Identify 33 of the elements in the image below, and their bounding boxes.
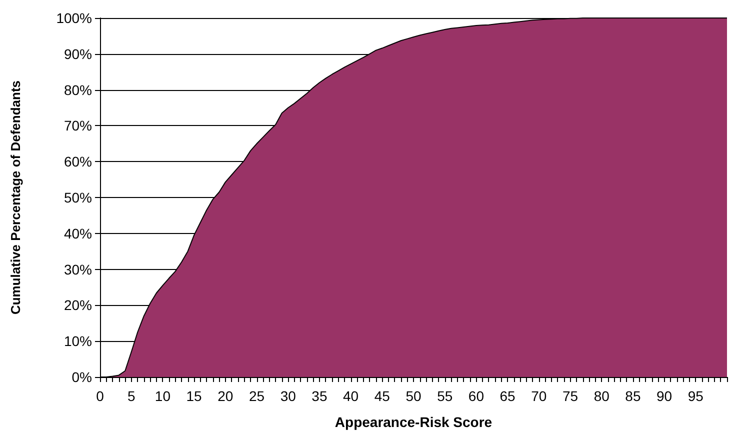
x-tick-label: 15 [186,388,202,404]
y-tick-label: 80% [64,82,92,98]
y-tick-label: 100% [56,10,92,26]
x-tick-label: 70 [531,388,547,404]
x-tick-label: 65 [500,388,516,404]
x-tick-label: 0 [96,388,104,404]
x-tick-label: 10 [154,388,171,404]
y-tick-label: 50% [64,190,92,206]
x-tick-label: 75 [562,388,578,404]
y-tick-label: 20% [64,297,92,314]
x-tick-label: 85 [625,388,641,404]
x-tick-label: 40 [343,388,359,404]
y-tick-label: 10% [64,333,92,350]
x-axis-title: Appearance-Risk Score [334,414,492,430]
y-tick-label: 40% [64,225,92,242]
y-tick-label: 30% [64,261,92,278]
x-tick-label: 50 [406,388,422,404]
y-tick-label: 60% [64,154,92,170]
y-tick-label: 0% [72,369,92,385]
x-tick-label: 90 [656,388,672,404]
x-tick-label: 45 [374,388,390,404]
x-tick-label: 35 [312,388,328,404]
x-tick-label: 5 [127,388,136,404]
x-tick-label: 20 [218,388,234,404]
y-tick-label: 90% [64,46,92,62]
y-tick-label: 70% [64,118,92,134]
x-tick-label: 30 [280,388,296,404]
y-axis-title: Cumulative Percentage of Defendants [8,80,23,315]
x-tick-label: 25 [248,388,265,404]
x-tick-label: 60 [468,388,484,404]
x-tick-label: 95 [688,388,704,404]
x-tick-label: 55 [437,388,453,404]
x-tick-label: 80 [594,388,610,404]
